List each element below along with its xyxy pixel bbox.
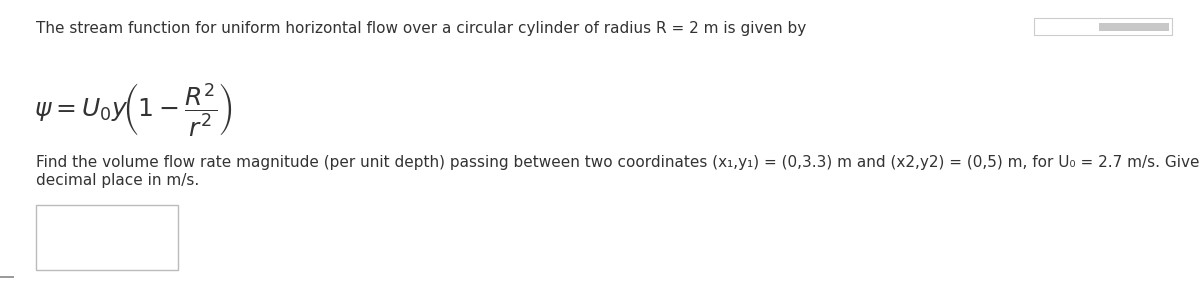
Text: The stream function for uniform horizontal flow over a circular cylinder of radi: The stream function for uniform horizont…: [36, 21, 806, 35]
Text: $\psi = U_0 y\!\left(1 - \dfrac{R^2}{r^2}\right)$: $\psi = U_0 y\!\left(1 - \dfrac{R^2}{r^2…: [34, 82, 233, 139]
Bar: [1034, 18, 1172, 35]
Text: Find the volume flow rate magnitude (per unit depth) passing between two coordin: Find the volume flow rate magnitude (per…: [36, 155, 1200, 188]
Bar: [36, 205, 178, 270]
Bar: [1099, 23, 1169, 31]
